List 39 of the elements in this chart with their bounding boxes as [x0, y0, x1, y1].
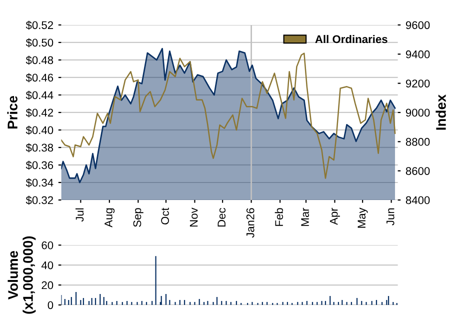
- legend-label: All Ordinaries: [315, 34, 388, 44]
- x-tick-label: Dec: [218, 208, 226, 226]
- y2-tick-label: 9000: [406, 108, 430, 117]
- y2-tick-label: 8800: [406, 138, 430, 146]
- y-tick-label: 60: [42, 241, 54, 250]
- x-tick-label: Feb: [274, 208, 284, 226]
- y2-tick-label: 8600: [406, 167, 430, 175]
- y-tick-label: $0.44: [26, 90, 54, 100]
- y-axis-title: Volume (x1,000,000): [8, 236, 36, 314]
- y-tick-label: $0.40: [26, 126, 54, 135]
- x-tick-label: Jan26: [246, 208, 254, 238]
- y-tick-label: $0.38: [26, 143, 54, 152]
- x-tick-label: Apr: [330, 208, 340, 225]
- y-tick-label: $0.48: [26, 56, 54, 65]
- y-tick-label: $0.42: [26, 108, 54, 118]
- y-tick-label: $0.36: [26, 160, 54, 170]
- y-tick-label: 0: [48, 301, 54, 310]
- y2-axis-title: Index: [436, 94, 446, 130]
- x-tick-label: Nov: [190, 208, 198, 226]
- y2-tick-label: 9200: [406, 80, 430, 88]
- y-tick-label: 20: [42, 281, 54, 290]
- x-tick-label: Sep: [133, 208, 144, 227]
- line-series: [61, 52, 396, 179]
- y2-tick-label: 9600: [406, 21, 430, 30]
- y-tick-label: $0.50: [26, 38, 54, 48]
- y2-tick-label: 9400: [406, 50, 430, 58]
- y-tick-label: $0.32: [26, 196, 54, 205]
- y-tick-label: $0.34: [26, 178, 54, 188]
- x-tick-label: Jul: [75, 208, 84, 222]
- x-tick-label: May: [358, 208, 368, 228]
- y-tick-label: 40: [41, 261, 54, 270]
- x-tick-label: Aug: [104, 208, 115, 228]
- x-tick-label: Mar: [301, 208, 309, 226]
- y-axis-title: Price: [7, 96, 18, 129]
- x-tick-label: Jun: [386, 208, 394, 226]
- y-tick-label: $0.46: [26, 73, 54, 82]
- y2-tick-label: 8400: [406, 196, 430, 204]
- x-tick-label: Oct: [161, 208, 169, 224]
- y-tick-label: $0.52: [26, 20, 54, 30]
